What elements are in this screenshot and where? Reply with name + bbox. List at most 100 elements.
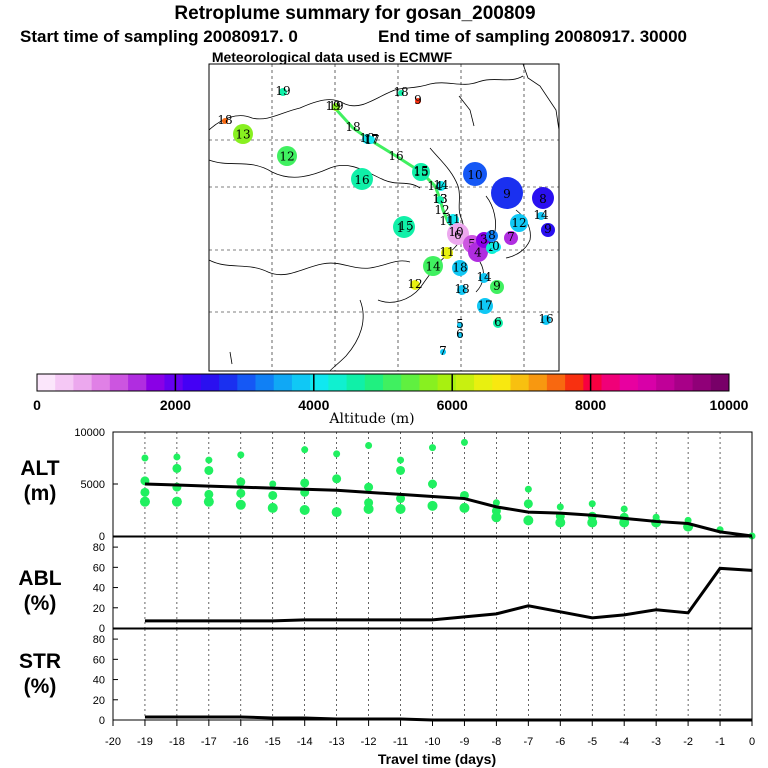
alt-scatter-point — [556, 503, 564, 511]
plume-cluster-label: 16 — [354, 173, 369, 187]
colorbar: 0 2000 4000 6000 8000 10000 Altitude (m) — [33, 373, 749, 427]
alt-scatter — [139, 438, 756, 540]
plume-cluster-label: 13 — [432, 192, 447, 206]
plume-cluster-circle — [452, 260, 468, 276]
colorbar-cell — [346, 374, 366, 391]
plume-cluster-label: 10 — [467, 168, 482, 182]
panel-ytick-label: 0 — [99, 531, 105, 543]
str-label: STR — [19, 650, 61, 673]
plume-cluster-circle — [440, 349, 446, 355]
alt-scatter-point — [523, 515, 534, 526]
colorbar-cell — [510, 374, 530, 391]
colorbar-cell — [619, 374, 639, 391]
plume-cluster-label: 16 — [538, 312, 553, 326]
subtitle-end: End time of sampling 20080917. 30000 — [378, 27, 687, 46]
subtitle-start: Start time of sampling 20080917. 0 — [20, 27, 298, 46]
plume-cluster-circle — [351, 168, 373, 190]
alt-scatter-point — [364, 482, 374, 492]
colorbar-cell — [437, 374, 457, 391]
plume-cluster-label: 15 — [413, 165, 428, 179]
alt-scatter-point — [267, 502, 278, 513]
alt-scatter-point — [204, 489, 214, 499]
plume-cluster-label: 15 — [398, 219, 413, 233]
alt-scatter-point — [429, 444, 436, 452]
colorbar-cell — [255, 374, 275, 391]
panel-ytick-label: 40 — [93, 583, 105, 595]
map-panel: 1918919181312181716161510981415131211149… — [208, 63, 560, 372]
alt-scatter-point — [235, 499, 246, 510]
x-axis-title: Travel time (days) — [378, 751, 496, 767]
alt-label: ALT — [20, 457, 59, 480]
colorbar-cell — [146, 374, 165, 391]
alt-scatter-point — [396, 465, 406, 475]
alt-scatter-point — [555, 517, 566, 528]
alt-scatter-point — [236, 488, 246, 498]
x-tick-label: -16 — [233, 736, 249, 748]
colorbar-cell — [455, 374, 475, 391]
plume-cluster-circle — [398, 90, 404, 96]
abl-yticks: 80 60 40 20 0 — [93, 542, 118, 635]
colorbar-cell — [492, 374, 511, 391]
centroid-day-label: 16 — [388, 149, 403, 163]
plume-cluster-label: 0 — [492, 239, 500, 253]
colorbar-cell — [474, 374, 493, 391]
colorbar-cell — [291, 374, 311, 391]
plume-cluster-circle — [541, 223, 555, 237]
plume-cluster-label: 3 — [480, 233, 488, 247]
plume-cluster-label: 6 — [454, 228, 462, 242]
abl-gridlines — [112, 537, 753, 628]
border-north — [208, 75, 524, 131]
colorbar-cell — [364, 374, 384, 391]
alt-scatter-point — [237, 451, 245, 459]
colorbar-tick-label: 4000 — [298, 397, 329, 413]
plume-cluster-label: 11 — [439, 245, 454, 259]
alt-scatter-point — [363, 503, 374, 514]
plume-cluster-label: 9 — [544, 222, 552, 236]
plume-cluster-label: 18 — [454, 282, 469, 296]
x-tick-label: 0 — [749, 736, 755, 748]
plume-cluster-circle — [415, 98, 421, 104]
x-tick-label: -12 — [361, 736, 377, 748]
alt-scatter-point — [491, 512, 502, 523]
plume-cluster-circle — [457, 285, 467, 295]
alt-scatter-point — [331, 507, 342, 518]
plume-cluster-label: 18 — [217, 113, 232, 127]
subtitle-met: Meteorological data used is ECMWF — [212, 49, 453, 65]
plume-cluster-label: 6 — [456, 327, 464, 341]
alt-scatter-point — [171, 496, 182, 507]
plume-cluster-label: 12 — [279, 150, 294, 164]
plume-cluster-circle — [457, 322, 463, 328]
alt-scatter-point — [203, 496, 214, 507]
colorbar-cell — [200, 374, 220, 391]
alt-scatter-point — [427, 500, 438, 511]
plume-cluster-label: 8 — [488, 228, 496, 242]
colorbar-cell — [310, 374, 329, 391]
str-line — [144, 715, 752, 722]
colorbar-cell — [182, 374, 202, 391]
panel-ytick-label: 60 — [93, 562, 105, 574]
alt-scatter-point — [492, 499, 500, 507]
border-west — [208, 159, 421, 189]
border-south — [208, 259, 411, 276]
plume-cluster-label: 7 — [439, 344, 447, 358]
colorbar-tick-label: 10000 — [710, 397, 749, 413]
colorbar-cell — [128, 374, 147, 391]
lake-baikal — [458, 95, 475, 127]
coast-northeast — [522, 63, 560, 131]
colorbar-cell — [637, 374, 657, 391]
alt-scatter-point — [269, 480, 277, 488]
plume-cluster-circle — [436, 181, 446, 191]
colorbar-cell — [273, 374, 293, 391]
alt-scatter-point — [459, 502, 470, 513]
centroid-day-label: 10 — [448, 225, 463, 239]
plume-cluster-circle — [490, 280, 504, 294]
str-yticks: 80 60 40 20 0 — [93, 634, 118, 727]
centroid-day-label: 11 — [439, 214, 454, 228]
colorbar-cell — [674, 374, 693, 391]
coast-india — [229, 351, 233, 365]
alt-scatter-point — [397, 456, 405, 464]
plume-cluster-label: 6 — [494, 315, 502, 329]
plume-cluster-circle — [233, 124, 253, 144]
x-tick-label: -14 — [297, 736, 313, 748]
